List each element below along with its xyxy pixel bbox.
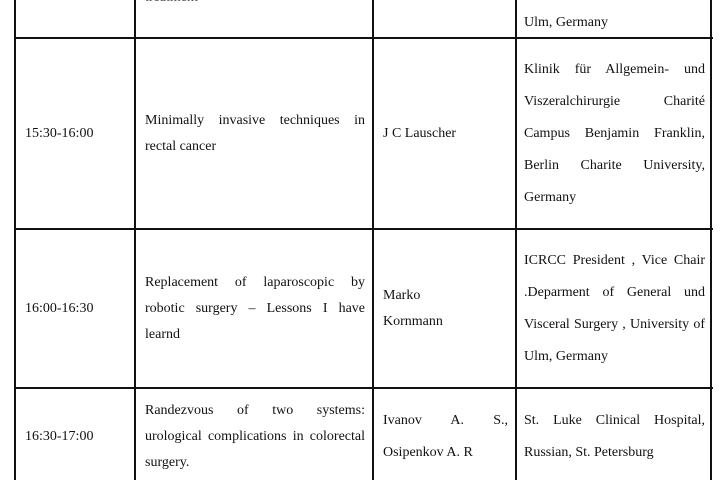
table-border: [15, 387, 713, 389]
time-cell: 16:00-16:30: [17, 230, 135, 387]
speaker-cell: Ivanov A. S., Osipenkov A. R: [375, 389, 516, 485]
speaker-text: J C Lauscher: [383, 125, 457, 141]
affiliation-text: Ulm, Germany: [524, 15, 608, 30]
affiliation-cell: St. Luke Clinical Hospital, Russian, St.…: [518, 389, 711, 485]
table-border: [372, 0, 374, 480]
speaker-text: Marko Kornmann: [383, 287, 443, 329]
affiliation-cell: Ulm, Germany: [518, 8, 711, 38]
table-border: [15, 228, 713, 230]
affiliation-text: ICRCC President , Vice Chair .Deparment …: [524, 252, 705, 364]
time-cell: 16:30-17:00: [17, 389, 135, 485]
affiliation-text: St. Luke Clinical Hospital, Russian, St.…: [524, 413, 705, 460]
speaker-cell: J C Lauscher: [375, 39, 516, 228]
topic-text: treatment: [145, 0, 198, 11]
table-border: [134, 0, 136, 480]
affiliation-cell: Klinik für Allgemein- und Viszeralchirur…: [518, 39, 711, 228]
topic-cell: Minimally invasive techniques in rectal …: [137, 39, 373, 228]
topic-cell: Replacement of laparoscopic by robotic s…: [137, 230, 373, 387]
speaker-text: Ivanov A. S., Osipenkov A. R: [383, 413, 508, 460]
speaker-cell: Marko Kornmann: [375, 230, 516, 387]
topic-text: Randezvous of two systems: urological co…: [145, 403, 365, 470]
topic-cell: treatment: [137, 0, 373, 10]
table-border: [515, 0, 517, 480]
topic-text: Replacement of laparoscopic by robotic s…: [145, 274, 365, 342]
table-border: [710, 0, 712, 480]
time-text: 15:30-16:00: [25, 125, 94, 141]
time-text: 16:30-17:00: [25, 429, 94, 444]
table-border: [14, 0, 16, 480]
time-cell: 15:30-16:00: [17, 39, 135, 228]
affiliation-text: Klinik für Allgemein- und Viszeralchirur…: [524, 61, 705, 205]
affiliation-cell: ICRCC President , Vice Chair .Deparment …: [518, 230, 711, 387]
table-border: [15, 37, 713, 39]
topic-text: Minimally invasive techniques in rectal …: [145, 112, 365, 154]
topic-cell: Randezvous of two systems: urological co…: [137, 389, 373, 485]
time-text: 16:00-16:30: [25, 300, 94, 316]
